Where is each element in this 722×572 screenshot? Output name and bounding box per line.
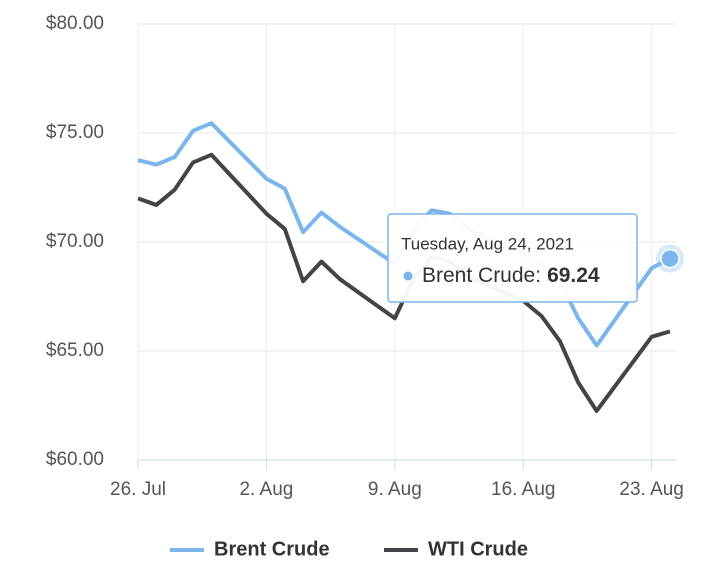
x-tick-label: 23. Aug bbox=[619, 479, 683, 500]
y-tick-label: $75.00 bbox=[46, 122, 104, 143]
tooltip: Tuesday, Aug 24, 2021 Brent Crude: 69.24 bbox=[387, 213, 684, 303]
tooltip-title: Tuesday, Aug 24, 2021 bbox=[401, 234, 574, 253]
y-tick-label: $70.00 bbox=[46, 231, 104, 252]
y-tick-label: $80.00 bbox=[46, 13, 104, 34]
legend: Brent Crude WTI Crude bbox=[170, 538, 528, 560]
x-tick-label: 9. Aug bbox=[368, 479, 422, 500]
y-tick-label: $65.00 bbox=[46, 340, 104, 361]
x-tick-label: 2. Aug bbox=[239, 479, 293, 500]
legend-label[interactable]: Brent Crude bbox=[214, 538, 330, 560]
tooltip-label: Brent Crude: 69.24 bbox=[422, 264, 600, 287]
y-tick-label: $60.00 bbox=[46, 449, 104, 470]
tooltip-box bbox=[387, 213, 638, 303]
grid: $60.00 $65.00 $70.00 $75.00 $80.00 26. Jul 2. … bbox=[46, 13, 684, 500]
legend-label[interactable]: WTI Crude bbox=[428, 538, 528, 560]
hover-point bbox=[660, 248, 680, 269]
x-tick-label: 26. Jul bbox=[110, 479, 166, 500]
tooltip-value: 69.24 bbox=[547, 264, 600, 287]
tooltip-marker bbox=[403, 271, 413, 281]
x-tick-label: 16. Aug bbox=[491, 479, 555, 500]
tooltip-series: Brent Crude: bbox=[422, 264, 541, 287]
